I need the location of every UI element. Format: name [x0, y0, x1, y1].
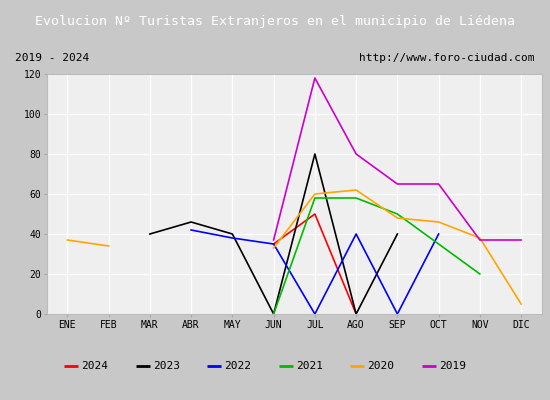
Text: 2020: 2020 — [367, 361, 394, 371]
Text: http://www.foro-ciudad.com: http://www.foro-ciudad.com — [359, 53, 535, 63]
Text: 2019 - 2024: 2019 - 2024 — [15, 53, 90, 63]
Text: Evolucion Nº Turistas Extranjeros en el municipio de Liédena: Evolucion Nº Turistas Extranjeros en el … — [35, 14, 515, 28]
Text: 2024: 2024 — [81, 361, 108, 371]
Text: 2019: 2019 — [439, 361, 466, 371]
Text: 2021: 2021 — [296, 361, 323, 371]
Text: 2023: 2023 — [153, 361, 180, 371]
Text: 2022: 2022 — [224, 361, 251, 371]
